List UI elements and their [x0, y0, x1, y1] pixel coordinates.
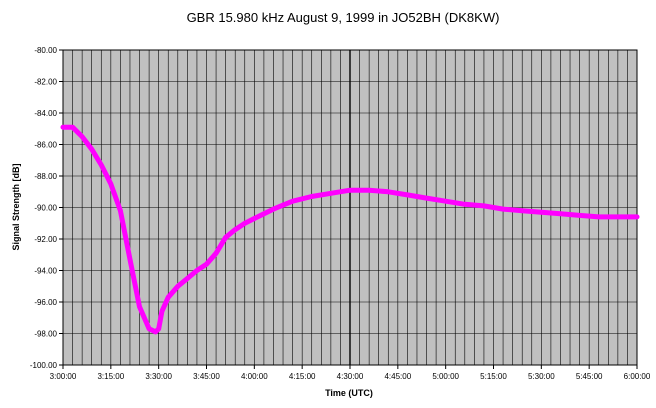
data-point [634, 214, 640, 220]
data-point [99, 162, 104, 168]
data-point [539, 210, 544, 215]
data-point [79, 134, 85, 139]
data-point [153, 329, 158, 335]
data-point [156, 326, 161, 331]
data-point [223, 235, 228, 240]
y-tick-label: -96.00 [34, 298, 57, 307]
y-tick-label: -86.00 [34, 141, 57, 150]
y-tick-label: -88.00 [34, 172, 57, 181]
data-point [233, 227, 238, 232]
y-tick-label: -84.00 [34, 109, 57, 118]
data-point [127, 257, 133, 262]
data-point [366, 187, 372, 193]
data-point [242, 221, 247, 226]
x-tick-label: 6:00:00 [624, 372, 651, 381]
x-tick-label: 3:00:00 [50, 372, 77, 381]
data-point [194, 268, 200, 273]
y-tick-label: -92.00 [34, 235, 57, 244]
data-point [500, 206, 506, 212]
data-point [159, 309, 165, 314]
data-point [213, 250, 219, 256]
data-point [60, 124, 66, 130]
data-point [309, 194, 314, 199]
x-tick-label: 5:30:00 [528, 372, 555, 381]
data-point [271, 206, 276, 212]
data-point [596, 214, 601, 220]
y-tick-label: -98.00 [34, 330, 57, 339]
data-point [204, 262, 209, 267]
data-point [424, 195, 429, 201]
y-tick-label: -80.00 [34, 46, 57, 55]
data-point [328, 191, 334, 196]
data-point [558, 211, 563, 216]
data-point [89, 147, 94, 152]
data-point [615, 214, 621, 220]
y-tick-label: -94.00 [34, 267, 57, 276]
data-point [577, 213, 582, 218]
y-axis-ticks: -80.00 -82.00 -84.00 -86.00 -88.00 -90.00 -92.… [30, 46, 63, 370]
data-point [520, 208, 525, 213]
chart-title: GBR 15.980 kHz August 9, 1999 in JO52BH … [187, 10, 500, 25]
y-axis-label: Signal Strength [dB] [11, 164, 21, 251]
data-point [166, 295, 171, 300]
x-tick-label: 4:15:00 [289, 372, 316, 381]
data-point [481, 203, 487, 209]
data-point [70, 124, 75, 130]
x-tick-label: 5:45:00 [576, 372, 603, 381]
x-tick-label: 4:30:00 [337, 372, 364, 381]
series-group [60, 124, 640, 335]
data-point [405, 192, 410, 198]
x-tick-label: 3:30:00 [145, 372, 172, 381]
x-tick-label: 3:15:00 [97, 372, 124, 381]
x-tick-label: 5:00:00 [432, 372, 459, 381]
y-tick-label: -82.00 [34, 78, 57, 87]
x-tick-label: 4:45:00 [384, 372, 411, 381]
data-point [185, 276, 190, 281]
x-axis-ticks: 3:00:00 3:15:00 3:30:00 3:45:00 4:00:00 4:15:… [50, 365, 651, 381]
data-point [290, 199, 295, 204]
data-point [137, 304, 142, 309]
data-point [108, 181, 114, 187]
y-tick-label: -100.00 [30, 361, 58, 370]
data-point [347, 187, 353, 193]
x-tick-label: 5:15:00 [480, 372, 507, 381]
grid-lines [62, 49, 638, 366]
data-point [462, 202, 467, 207]
data-point [146, 326, 152, 331]
x-tick-label: 4:00:00 [241, 372, 268, 381]
data-point [252, 216, 257, 221]
data-point [386, 189, 391, 194]
data-point [443, 199, 448, 204]
x-tick-label: 3:45:00 [193, 372, 220, 381]
x-axis-label: Time (UTC) [325, 388, 373, 398]
data-point [175, 284, 180, 289]
y-tick-label: -90.00 [34, 204, 57, 213]
data-point [118, 208, 123, 213]
